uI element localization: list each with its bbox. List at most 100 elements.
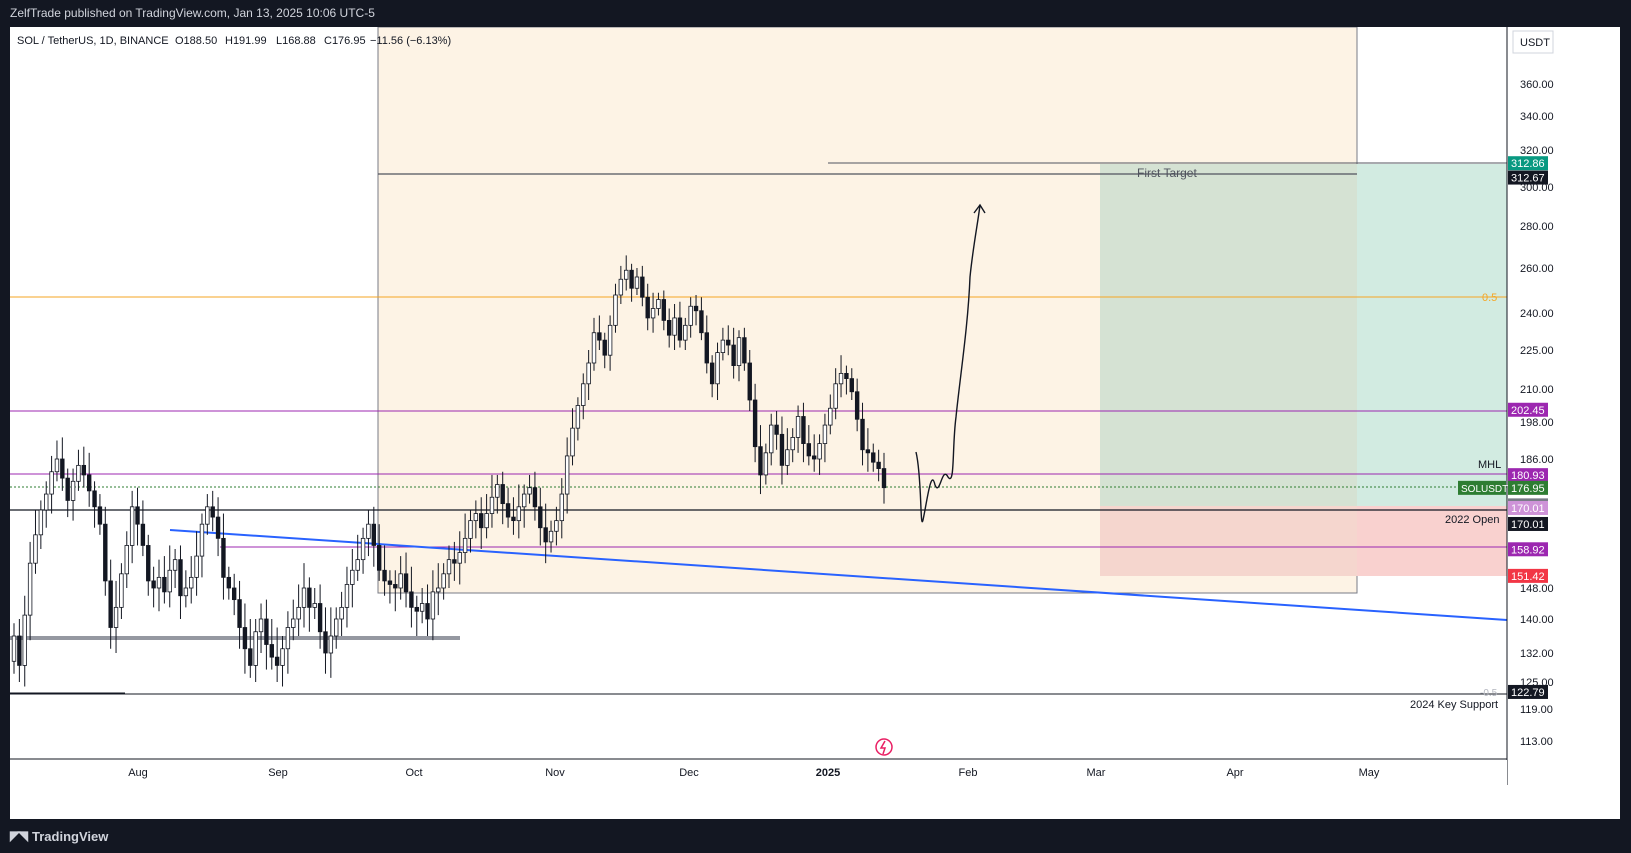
price-tag xyxy=(1508,542,1548,557)
legend-low: L168.88 xyxy=(276,35,316,47)
candle-body xyxy=(387,580,393,585)
candle-body xyxy=(81,464,87,476)
candle-body xyxy=(720,339,726,353)
candle-body xyxy=(146,545,151,582)
price-tag xyxy=(1508,468,1548,483)
candle-body xyxy=(854,391,860,420)
candle-body xyxy=(393,584,398,589)
candle-body xyxy=(355,559,360,571)
candle-body xyxy=(189,576,194,589)
candle-body xyxy=(317,603,323,633)
time-tick-label: May xyxy=(1359,767,1380,779)
time-tick-label: Feb xyxy=(959,767,978,779)
price-tag xyxy=(1508,684,1548,699)
price-chart[interactable]: First Target 0.5 MHL 2022 Open 2024 Key … xyxy=(10,27,1620,819)
candle-body xyxy=(70,480,76,501)
candle-body xyxy=(205,506,210,525)
candle-body xyxy=(742,337,747,364)
price-tick-label: 140.00 xyxy=(1520,614,1554,626)
price-tag xyxy=(1508,500,1548,515)
time-tick-label: Sep xyxy=(268,767,288,779)
price-tag-label: 312.86 xyxy=(1511,158,1545,170)
chart-area[interactable]: First Target 0.5 MHL 2022 Open 2024 Key … xyxy=(10,27,1620,819)
descending-trendline[interactable] xyxy=(169,529,1508,621)
price-tick-label: 360.00 xyxy=(1520,79,1554,91)
candle-body xyxy=(135,506,140,525)
candle-body xyxy=(543,527,548,543)
candle-body xyxy=(215,516,221,539)
candle-body xyxy=(140,523,146,546)
2022-open-label: 2022 Open xyxy=(1445,514,1499,526)
price-tag-label: 158.92 xyxy=(1511,544,1545,556)
price-tick-label: 280.00 xyxy=(1520,221,1554,233)
candle-body xyxy=(538,506,543,529)
fib-neg-label: -0.5 xyxy=(1480,688,1498,699)
candle-body xyxy=(22,614,27,666)
candle-body xyxy=(441,573,446,589)
candle-body xyxy=(806,443,812,457)
price-tag xyxy=(1508,480,1548,495)
candle-body xyxy=(500,484,505,505)
candle-body xyxy=(119,573,124,608)
candle-body xyxy=(264,618,269,645)
candle-body xyxy=(790,437,795,451)
candle-body xyxy=(495,484,500,498)
candle-body xyxy=(312,603,317,608)
candle-body xyxy=(844,372,849,379)
price-tick-label: 300.00 xyxy=(1520,182,1554,194)
candle-body xyxy=(334,618,339,637)
candle-body xyxy=(371,523,377,546)
time-axis[interactable] xyxy=(10,760,1507,785)
candle-body xyxy=(253,631,258,666)
price-tag-label: 122.79 xyxy=(1511,687,1545,699)
candle-body xyxy=(521,493,527,508)
price-tick-label: 320.00 xyxy=(1520,145,1554,157)
candle-body xyxy=(76,464,81,482)
candle-body xyxy=(527,487,532,495)
candle-body xyxy=(597,332,602,341)
lightning-icon[interactable] xyxy=(875,738,893,756)
candle-body xyxy=(226,576,232,589)
candle-body xyxy=(237,599,242,628)
candle-body xyxy=(382,569,387,582)
price-tag-label: 170.01 xyxy=(1511,503,1545,515)
legend-open: O188.50 xyxy=(175,35,217,47)
candle-body xyxy=(285,627,291,650)
legend-change: −11.56 (−6.13%) xyxy=(370,35,451,47)
price-tag xyxy=(1508,402,1548,417)
candle-body xyxy=(291,618,296,628)
candle-body xyxy=(811,455,817,460)
footer-brand[interactable]: ◤◥ TradingView xyxy=(10,828,108,844)
time-tick-label: Nov xyxy=(545,767,565,779)
first-target-label: First Target xyxy=(1137,166,1197,180)
candle-body xyxy=(269,644,274,658)
candle-body xyxy=(436,587,441,593)
candles xyxy=(11,255,887,687)
candle-body xyxy=(564,455,570,495)
price-tick-label: 186.00 xyxy=(1520,454,1554,466)
candle-body xyxy=(822,424,828,444)
candle-body xyxy=(736,337,742,366)
tradingview-logo-icon: ◤◥ xyxy=(10,828,28,843)
candle-body xyxy=(763,452,769,476)
candle-body xyxy=(624,269,629,280)
lightning-bolt-icon xyxy=(879,740,887,755)
candle-body xyxy=(323,631,328,654)
candle-body xyxy=(876,461,881,469)
candle-body xyxy=(731,344,736,367)
candle-body xyxy=(366,523,371,539)
candle-body xyxy=(473,513,479,522)
candle-body xyxy=(242,627,248,650)
candle-body xyxy=(38,509,44,536)
candle-body xyxy=(548,530,554,543)
candle-body xyxy=(801,416,806,444)
currency-button[interactable] xyxy=(1512,30,1554,54)
candle-body xyxy=(457,552,462,564)
candle-body xyxy=(167,569,172,593)
candle-body xyxy=(27,562,33,616)
candle-body xyxy=(511,516,516,522)
projected-path xyxy=(915,204,981,523)
candle-body xyxy=(645,296,650,319)
currency-label: USDT xyxy=(1520,37,1550,49)
price-tag-label: 151.42 xyxy=(1511,571,1545,583)
